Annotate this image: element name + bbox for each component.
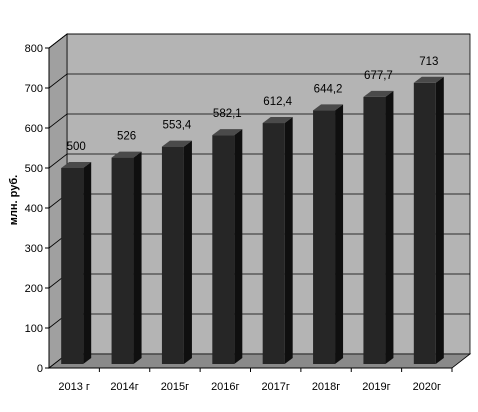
y-tick-label: 100: [25, 323, 43, 335]
y-tick-label: 600: [25, 123, 43, 135]
bar-front-face: [262, 123, 285, 364]
bar-side-face: [234, 129, 243, 364]
bar: [61, 162, 92, 364]
bar-front-face: [313, 110, 336, 364]
bar-side-face: [435, 76, 444, 365]
data-label: 713: [419, 56, 438, 68]
data-label: 526: [117, 131, 136, 143]
data-label: 553,4: [163, 120, 192, 132]
data-label: 677,7: [364, 70, 393, 82]
bar-top-face: [111, 151, 142, 158]
bar-side-face: [83, 162, 92, 364]
y-axis-label: млн. руб.: [8, 175, 20, 225]
x-tick-label: 2014г: [110, 381, 138, 393]
bar-side-face: [133, 151, 142, 364]
bar-front-face: [161, 146, 184, 364]
bar: [363, 90, 394, 365]
x-tick-label: 2015г: [161, 381, 189, 393]
x-tick-label: 2017г: [261, 381, 289, 393]
y-tick-label: 700: [25, 83, 43, 95]
bar-front-face: [111, 157, 134, 364]
bar-front-face: [363, 96, 386, 365]
gridline: [48, 73, 470, 89]
x-tick-label: 2019г: [362, 381, 390, 393]
bar: [413, 76, 444, 365]
bar-top-face: [363, 90, 394, 97]
data-labels: 500 526 553,4 582,1 612,4 644,2 677,7 713: [67, 56, 439, 153]
bar-top-face: [413, 76, 444, 83]
data-label: 582,1: [213, 108, 242, 120]
data-label: 612,4: [263, 96, 292, 108]
bar: [161, 140, 192, 364]
bar-top-face: [161, 140, 192, 147]
bar-front-face: [61, 168, 84, 364]
bar-side-face: [284, 117, 293, 364]
x-tick-label: 2020г: [413, 381, 441, 393]
bar-top-face: [313, 104, 344, 111]
bar-top-face: [262, 117, 293, 124]
bar: [313, 104, 344, 364]
y-tick-label: 500: [25, 163, 43, 175]
bar: [111, 151, 142, 364]
y-tick-label: 200: [25, 283, 43, 295]
data-label: 500: [67, 141, 86, 153]
bar-front-face: [413, 82, 436, 365]
x-axis-labels: 2013 г 2014г 2015г 2016г 2017г 2018г 2019г 2020…: [58, 368, 453, 393]
bar-side-face: [335, 104, 344, 364]
y-tick-label: 0: [37, 363, 43, 375]
bar-side-face: [385, 90, 394, 365]
data-label: 644,2: [314, 83, 343, 95]
gridline: [48, 33, 470, 49]
bar: [212, 129, 243, 364]
y-tick-label: 800: [25, 43, 43, 55]
bar: [262, 117, 293, 364]
x-tick-label: 2018г: [312, 381, 340, 393]
x-tick-label: 2016г: [211, 381, 239, 393]
bar-series: [61, 76, 444, 365]
bar-top-face: [212, 129, 243, 136]
y-tick-label: 300: [25, 243, 43, 255]
bar-front-face: [212, 135, 235, 364]
x-tick-label: 2013 г: [58, 381, 90, 393]
y-tick-label: 400: [25, 203, 43, 215]
bar-top-face: [61, 162, 92, 168]
bar-side-face: [183, 140, 192, 364]
